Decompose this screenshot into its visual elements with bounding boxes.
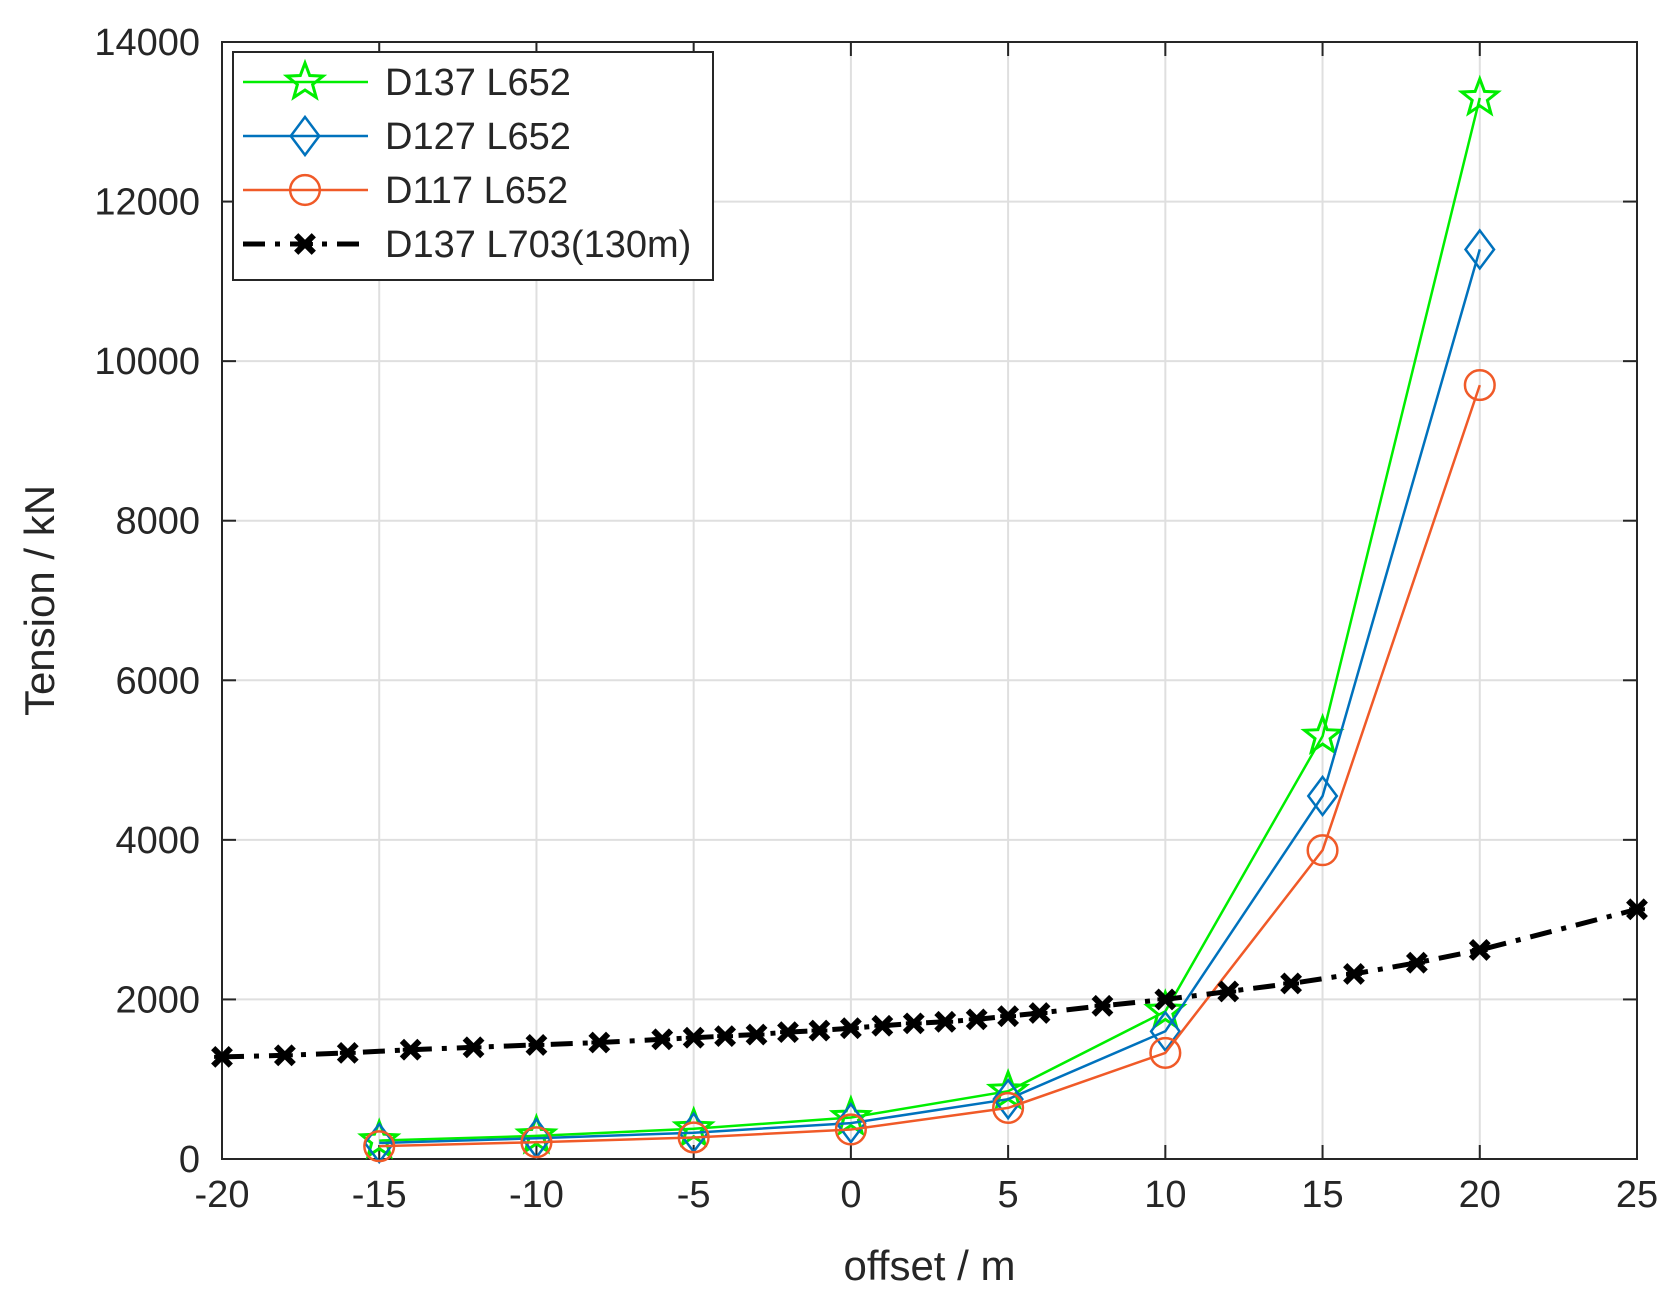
- data-point: [462, 1036, 485, 1059]
- series-line: [379, 97, 1482, 1142]
- legend-item: D117 L652: [243, 170, 568, 212]
- data-point: [651, 1028, 674, 1051]
- data-point: [1405, 951, 1428, 974]
- axes: [221, 41, 1638, 1160]
- data-point: [525, 1033, 548, 1056]
- data-point: [399, 1038, 422, 1061]
- x-axis-title: offset / m: [844, 1242, 1016, 1289]
- data-point: [714, 1025, 737, 1048]
- data-point: [520, 1126, 553, 1159]
- data-point: [1149, 1010, 1182, 1053]
- tick-labels: -20 -15 -10 -5 0 5 10 15 20 25 0 2000 4000 6000 8000 10…: [94, 22, 1658, 1216]
- y-tick-label: 8000: [115, 501, 200, 543]
- legend-item: D137 L652: [243, 58, 571, 104]
- x-tick-label: 15: [1301, 1174, 1343, 1216]
- data-point: [997, 1005, 1020, 1028]
- data-point: [1300, 712, 1345, 755]
- legend-item: D137 L703(130m): [243, 224, 691, 266]
- y-tick-label: 6000: [115, 660, 200, 702]
- data-point: [808, 1019, 831, 1042]
- data-point: [902, 1012, 925, 1035]
- data-point: [1457, 74, 1502, 117]
- data-point: [871, 1014, 894, 1037]
- data-point: [1091, 994, 1114, 1017]
- data-point: [1626, 898, 1648, 921]
- data-point: [1343, 962, 1365, 985]
- y-tick-label: 0: [179, 1139, 200, 1181]
- legend-label: D137 L652: [385, 62, 571, 104]
- x-tick-label: -10: [509, 1174, 564, 1216]
- data-point: [992, 1078, 1024, 1121]
- data-point: [289, 114, 321, 158]
- data-point: [588, 1031, 611, 1054]
- y-tick-label: 4000: [115, 820, 200, 862]
- data-point: [1280, 972, 1303, 995]
- y-tick-label: 10000: [94, 341, 200, 383]
- data-point: [211, 1045, 233, 1068]
- data-point: [282, 58, 328, 101]
- x-tick-label: 0: [840, 1174, 861, 1216]
- data-point: [1028, 1002, 1051, 1024]
- data-point: [1154, 988, 1177, 1011]
- data-point: [777, 1021, 799, 1044]
- y-tick-label: 12000: [94, 182, 200, 224]
- data-point: [514, 1112, 559, 1155]
- x-tick-label: 25: [1616, 1174, 1658, 1216]
- series: [211, 74, 1648, 1165]
- data-point: [357, 1117, 402, 1160]
- data-point: [1149, 1036, 1182, 1069]
- data-point: [336, 1041, 359, 1064]
- legend-label: D117 L652: [385, 170, 568, 212]
- data-point: [745, 1023, 768, 1046]
- data-point: [1463, 369, 1496, 402]
- series-3: [363, 369, 1496, 1163]
- legend-label: D137 L703(130m): [385, 224, 691, 266]
- data-point: [1463, 228, 1496, 271]
- data-point: [682, 1026, 705, 1049]
- series-line: [221, 906, 1638, 1060]
- data-point: [1143, 988, 1188, 1031]
- data-point: [1306, 774, 1339, 818]
- data-point: [934, 1010, 957, 1033]
- data-point: [1468, 939, 1491, 961]
- series-4: [211, 898, 1648, 1068]
- x-tick-label: 5: [998, 1174, 1019, 1216]
- data-point: [965, 1008, 988, 1031]
- data-point: [294, 233, 316, 255]
- data-point: [834, 1113, 867, 1146]
- data-point: [677, 1121, 710, 1154]
- x-tick-label: 20: [1459, 1174, 1501, 1216]
- data-point: [992, 1091, 1025, 1125]
- data-point: [828, 1094, 874, 1137]
- y-tick-label: 2000: [115, 979, 200, 1021]
- data-point: [1306, 834, 1339, 867]
- legend-item: D127 L652: [243, 114, 571, 158]
- data-point: [273, 1044, 296, 1067]
- y-tick-label: 14000: [94, 22, 200, 64]
- data-point: [839, 1017, 862, 1040]
- series-1: [357, 74, 1502, 1160]
- series-line: [379, 249, 1482, 1145]
- x-tick-label: 10: [1144, 1174, 1186, 1216]
- series-line: [379, 384, 1481, 1148]
- x-tick-label: -5: [677, 1174, 711, 1216]
- data-point: [288, 173, 322, 207]
- data-point: [363, 1130, 396, 1163]
- x-tick-label: -15: [352, 1174, 407, 1216]
- legend: D137 L652 D127 L652 D117 L652 D137 L703(130…: [232, 51, 714, 281]
- x-tick-label: -20: [195, 1174, 250, 1216]
- axes-box: [221, 41, 1638, 1160]
- y-axis-title: Tension / kN: [16, 485, 63, 716]
- legend-label: D127 L652: [385, 116, 571, 158]
- data-point: [1217, 980, 1240, 1003]
